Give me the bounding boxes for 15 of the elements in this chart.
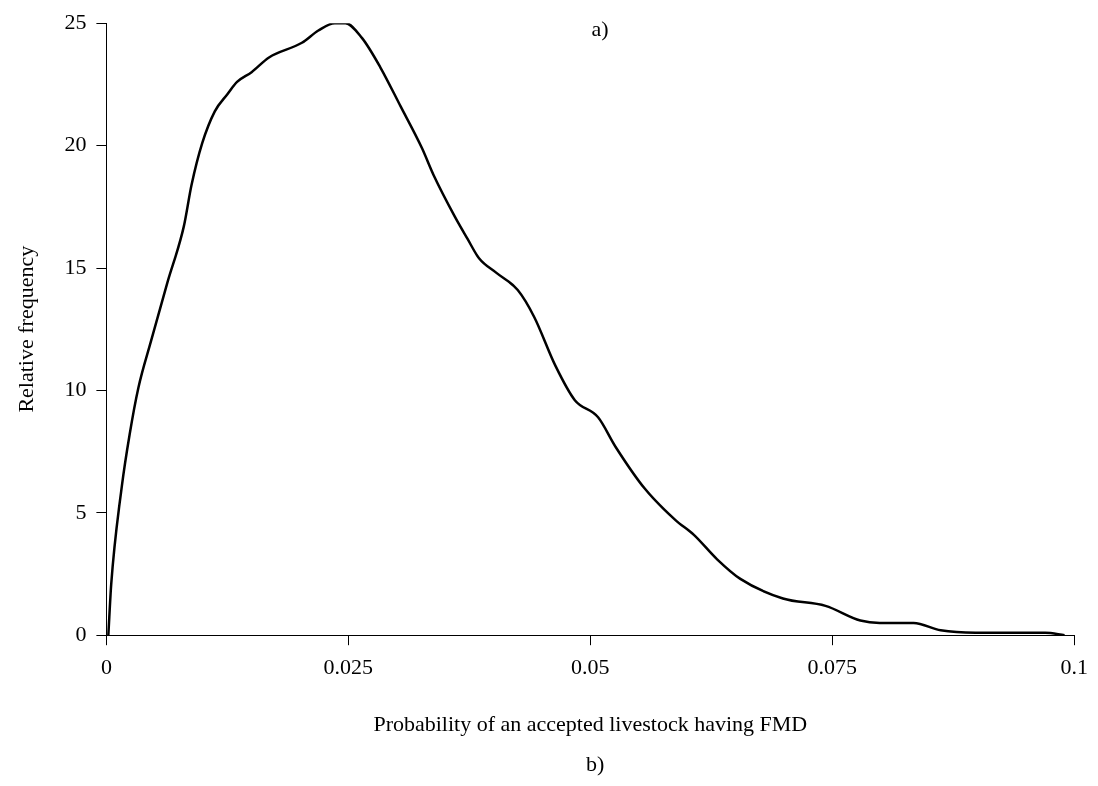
text: b)	[586, 750, 605, 776]
x-tick-label: 0.1	[1060, 654, 1088, 680]
y-axis-title: Relative frequency	[12, 245, 38, 413]
y-tick-label: 15	[64, 253, 87, 279]
y-tick-label: 25	[64, 8, 87, 34]
x-tick-label: 0.05	[571, 654, 610, 680]
x-tick-label: 0.025	[323, 654, 374, 680]
x-tick-label: 0	[100, 654, 112, 680]
x-axis-title: Probability of an accepted livestock having FMD	[373, 710, 808, 736]
x-tick-label: 0.075	[807, 654, 858, 680]
y-tick-label: 0	[75, 620, 87, 646]
y-tick-label: 10	[64, 376, 87, 402]
annotation: a)	[591, 15, 609, 41]
y-tick-label: 20	[64, 131, 87, 157]
y-tick-label: 5	[75, 498, 87, 524]
